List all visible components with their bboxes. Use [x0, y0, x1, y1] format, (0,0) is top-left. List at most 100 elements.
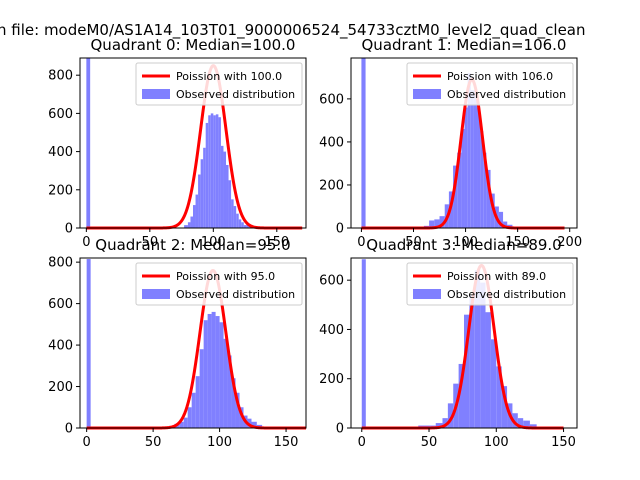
subplot-quadrant-2: 0 50 100 150 0 200 400 600 800 Quadrant 2: Median… — [48, 236, 307, 450]
histogram-bar — [473, 90, 478, 228]
x-tick-label: 0 — [358, 435, 366, 450]
y-axis: 0 200 400 600 — [319, 274, 351, 437]
histogram-bar — [486, 169, 491, 228]
legend-entry-hist: Observed distribution — [176, 88, 295, 101]
x-axis: 0 50 100 150 200 — [357, 228, 582, 250]
x-axis: 0 50 100 150 — [82, 228, 289, 250]
axes-frame — [350, 57, 578, 229]
legend-hist-swatch — [413, 89, 441, 99]
histogram-bar — [490, 339, 497, 428]
x-tick-label: 150 — [505, 235, 530, 250]
y-tick-label: 800 — [48, 256, 73, 271]
histogram-bar — [236, 213, 239, 228]
y-tick-label: 200 — [319, 178, 344, 193]
y-tick-label: 600 — [319, 274, 344, 289]
histogram-bar — [241, 222, 244, 228]
histogram-bar — [198, 174, 201, 228]
histogram-bar — [461, 129, 465, 228]
x-tick-label: 0 — [357, 235, 365, 250]
histogram-bar — [213, 115, 216, 228]
histogram-bar — [480, 131, 484, 228]
legend-hist-swatch — [142, 289, 170, 299]
histogram-bar — [503, 221, 508, 228]
y-tick-label: 200 — [48, 380, 73, 395]
histogram-bar — [477, 107, 481, 228]
subplot-quadrant-3: 0 50 100 150 0 200 400 600 Quadrant 3: Median=89… — [319, 236, 578, 450]
y-tick-label: 600 — [319, 92, 344, 107]
y-tick-label: 400 — [48, 145, 73, 160]
histogram-bar — [215, 114, 219, 228]
histogram-bar — [523, 420, 530, 428]
x-tick-label: 50 — [421, 435, 438, 450]
histogram-bar — [208, 115, 211, 228]
histogram-bar — [457, 152, 462, 228]
legend: Poission with 89.0 Observed distribution — [406, 262, 574, 306]
histogram-bar — [215, 316, 220, 428]
histogram-bar — [243, 225, 247, 228]
histogram-bar — [223, 338, 228, 428]
legend-hist-swatch — [413, 289, 441, 299]
histogram-bar — [467, 73, 471, 228]
legend: Poission with 100.0 Observed distribution — [135, 62, 303, 106]
subplot-title: Quadrant 0: Median=100.0 — [91, 36, 296, 54]
histogram-bar — [361, 58, 366, 228]
histogram-bar — [226, 164, 229, 228]
histogram-bar — [233, 206, 237, 228]
histogram-bar — [235, 392, 240, 428]
legend-entry-curve: Poission with 89.0 — [447, 270, 546, 283]
y-tick-label: 200 — [48, 183, 73, 198]
legend-box — [406, 62, 574, 106]
histogram-bar — [220, 145, 224, 228]
histogram-bar — [435, 423, 443, 428]
legend-entry-hist: Observed distribution — [447, 88, 566, 101]
histogram-bar — [184, 225, 188, 228]
histogram-bar — [231, 378, 236, 428]
x-axis: 0 50 100 150 — [358, 428, 576, 450]
histogram-bar — [238, 219, 242, 228]
histogram-bar — [86, 259, 91, 428]
histogram-bar — [439, 216, 445, 228]
x-tick-label: 100 — [453, 235, 478, 250]
axes-frame — [350, 257, 578, 429]
subplot-quadrant-0: 0 50 100 150 0 200 400 600 800 Quadrant 0: Median… — [48, 36, 307, 250]
histogram-bar — [219, 322, 224, 428]
y-tick-label: 400 — [48, 339, 73, 354]
histogram-bar — [191, 392, 196, 428]
histogram-bar — [251, 421, 257, 428]
x-tick-label: 100 — [484, 435, 509, 450]
x-tick-label: 200 — [557, 235, 582, 250]
histogram-bar — [195, 376, 200, 428]
subplot-title: Quadrant 3: Median=89.0 — [366, 236, 561, 254]
y-tick-label: 0 — [65, 422, 73, 437]
x-tick-label: 100 — [207, 435, 232, 450]
histogram-bar — [205, 122, 209, 228]
x-tick-label: 150 — [274, 435, 299, 450]
histogram-bar — [218, 117, 221, 228]
subplot-quadrant-1: 0 50 100 150 200 0 200 400 600 Quadrant 1: Median… — [319, 36, 582, 250]
x-tick-label: 0 — [83, 435, 91, 450]
histogram-bar — [458, 363, 464, 428]
y-tick-label: 600 — [48, 297, 73, 312]
histogram-bar — [529, 424, 537, 428]
histogram-bar — [496, 366, 502, 428]
legend-box — [135, 62, 303, 106]
legend-box — [406, 262, 574, 306]
histogram-bar — [203, 147, 206, 228]
histogram-bar — [193, 205, 196, 228]
histogram-bar — [228, 180, 232, 228]
axes-frame — [79, 57, 307, 229]
histogram-bar — [447, 403, 454, 428]
histogram-bar — [464, 107, 468, 228]
histogram-bar — [86, 58, 91, 228]
x-tick-label: 50 — [145, 435, 162, 450]
histogram-bar — [179, 421, 184, 428]
histogram-bar — [517, 418, 524, 428]
legend: Poission with 95.0 Observed distribution — [135, 262, 303, 306]
histogram-bar — [512, 413, 518, 428]
legend: Poission with 106.0 Observed distribution — [406, 62, 574, 106]
legend-entry-curve: Poission with 100.0 — [176, 70, 282, 83]
y-tick-label: 800 — [48, 69, 73, 84]
y-axis: 0 200 400 600 800 — [48, 256, 80, 437]
x-tick-label: 50 — [405, 235, 422, 250]
y-tick-label: 200 — [319, 372, 344, 387]
